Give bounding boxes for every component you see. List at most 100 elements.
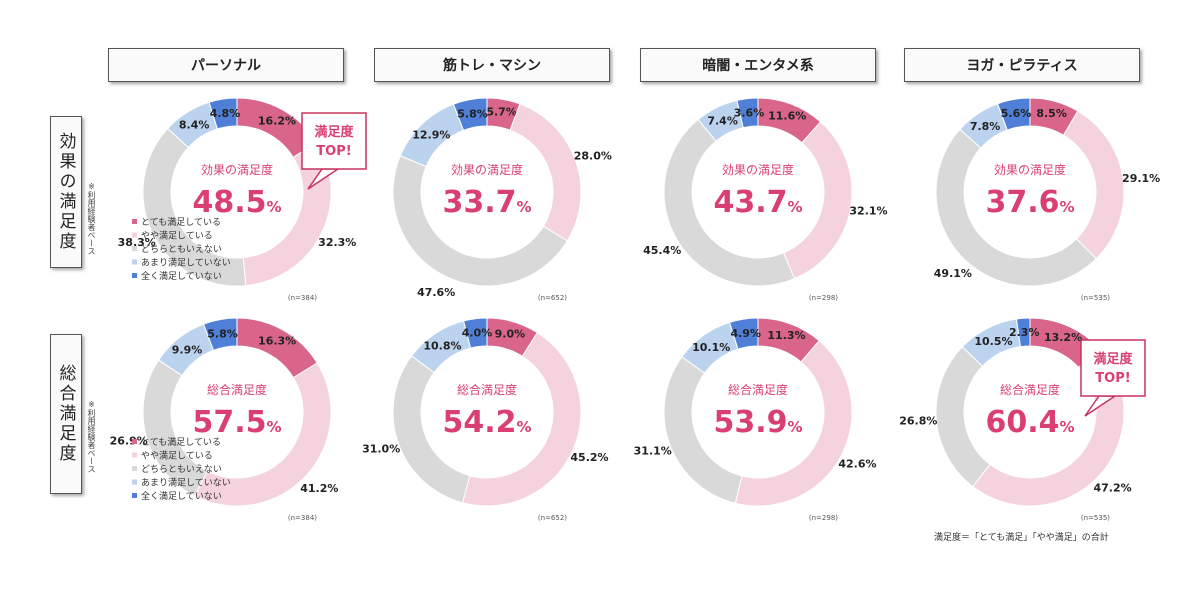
legend-swatch xyxy=(132,452,137,458)
legend-swatch xyxy=(132,273,137,278)
segment-label: 10.5% xyxy=(974,335,1012,348)
segment-label: 12.9% xyxy=(412,129,450,142)
sample-size: (n=652) xyxy=(538,294,567,302)
donut-segment xyxy=(935,128,1097,287)
donut-segment xyxy=(463,317,488,349)
donut-segment xyxy=(193,362,332,507)
segment-label: 45.2% xyxy=(570,451,608,464)
column-header-personal: パーソナル xyxy=(108,48,344,82)
legend-label: どちらともいえない xyxy=(141,464,222,475)
segment-label: 41.2% xyxy=(300,482,338,495)
callout-line-1: 満足度 xyxy=(314,124,354,140)
legend-swatch xyxy=(132,439,137,444)
sample-size: (n=652) xyxy=(538,514,567,522)
legend-swatch xyxy=(132,259,137,265)
legend-label: あまり満足していない xyxy=(141,258,231,269)
legend-label: とても満足している xyxy=(141,217,221,228)
segment-label: 10.8% xyxy=(423,340,461,353)
segment-label: 4.8% xyxy=(210,107,241,120)
sample-size: (n=298) xyxy=(809,514,838,522)
segment-label: 38.3% xyxy=(118,236,156,249)
segment-label: 9.9% xyxy=(172,344,203,357)
legend-swatch xyxy=(132,246,137,251)
row-header-overall-label: 総合満足度 xyxy=(55,364,76,464)
column-header-yoga-pilates: ヨガ・ピラティス xyxy=(904,48,1140,82)
segment-label: 16.2% xyxy=(258,114,296,127)
center-label: 総合満足度 xyxy=(457,382,517,397)
donut-segment xyxy=(663,118,796,287)
center-value: 54.2% xyxy=(442,405,531,440)
column-header-machine: 筋トレ・マシン xyxy=(374,48,610,82)
callout-line-1: 満足度 xyxy=(1093,351,1133,367)
segment-label: 7.4% xyxy=(707,114,738,127)
row-header-effect-label: 効果の満足度 xyxy=(55,132,76,252)
center-label: 総合満足度 xyxy=(207,382,267,397)
segment-label: 45.4% xyxy=(643,244,681,257)
legend-label: とても満足している xyxy=(141,437,221,448)
center-value: 60.4% xyxy=(985,405,1074,440)
donut-segment xyxy=(728,317,759,350)
segment-label: 3.6% xyxy=(734,107,765,120)
donut-segment xyxy=(1062,110,1125,260)
center-value: 53.9% xyxy=(713,405,802,440)
center-label: 効果の満足度 xyxy=(722,162,794,177)
segment-label: 5.7% xyxy=(486,105,517,118)
donut-segment xyxy=(202,317,238,351)
donut-segment xyxy=(1015,317,1031,348)
center-label: 総合満足度 xyxy=(728,382,788,397)
segment-label: 11.6% xyxy=(768,109,806,122)
segment-label: 47.6% xyxy=(417,286,455,299)
center-label: 効果の満足度 xyxy=(451,162,523,177)
segment-label: 2.3% xyxy=(1009,326,1040,339)
legend-label: やや満足している xyxy=(141,231,213,242)
legend-swatch xyxy=(132,493,137,498)
segment-label: 32.3% xyxy=(318,236,356,249)
legend-label: やや満足している xyxy=(141,451,213,462)
segment-label: 9.0% xyxy=(495,327,526,340)
donut-segment xyxy=(736,97,759,129)
segment-label: 11.3% xyxy=(767,329,805,342)
callout-box xyxy=(301,112,367,170)
donut-segment xyxy=(236,317,318,379)
center-value: 43.7% xyxy=(713,185,802,220)
row-header-effect-satisfaction: 効果の満足度 xyxy=(50,116,82,268)
segment-label: 32.1% xyxy=(849,204,887,217)
center-label: 効果の満足度 xyxy=(994,162,1066,177)
callout-line-2: TOP! xyxy=(1095,371,1130,386)
legend-label: どちらともいえない xyxy=(141,244,222,255)
segment-label: 13.2% xyxy=(1044,331,1082,344)
base-note-top: ※利用経験者ベース xyxy=(87,182,96,255)
donut-segment xyxy=(972,347,1125,507)
segment-label: 4.9% xyxy=(730,327,761,340)
center-value: 37.6% xyxy=(985,185,1074,220)
donut-segment xyxy=(452,97,488,131)
legend-label: 全く満足していない xyxy=(141,490,222,502)
donut-segment xyxy=(996,97,1031,131)
sample-size: (n=384) xyxy=(288,514,317,522)
segment-label: 31.1% xyxy=(634,444,672,457)
callout-line-2: TOP! xyxy=(316,144,351,159)
segment-label: 5.6% xyxy=(1001,107,1032,120)
donut-segment xyxy=(461,331,582,507)
donut-segment xyxy=(392,155,568,287)
footnote: 満足度＝「とても満足」「やや満足」の合計 xyxy=(934,533,1109,543)
segment-label: 5.8% xyxy=(457,107,488,120)
segment-label: 29.1% xyxy=(1122,172,1160,185)
segment-label: 26.8% xyxy=(899,414,937,427)
sample-size: (n=535) xyxy=(1081,294,1110,302)
donut-segment xyxy=(208,97,238,130)
segment-label: 7.8% xyxy=(970,120,1001,133)
segment-label: 31.0% xyxy=(362,443,400,456)
center-label: 効果の満足度 xyxy=(201,162,273,177)
segment-label: 49.1% xyxy=(934,267,972,280)
base-note-bottom: ※利用経験者ベース xyxy=(87,400,96,473)
legend-swatch xyxy=(132,219,137,224)
segment-label: 26.9% xyxy=(110,435,148,448)
segment-label: 10.1% xyxy=(692,341,730,354)
segment-label: 16.3% xyxy=(258,334,296,347)
sample-size: (n=298) xyxy=(809,294,838,302)
center-value: 57.5% xyxy=(192,405,281,440)
center-value: 48.5% xyxy=(192,185,281,220)
legend-swatch xyxy=(132,466,137,471)
